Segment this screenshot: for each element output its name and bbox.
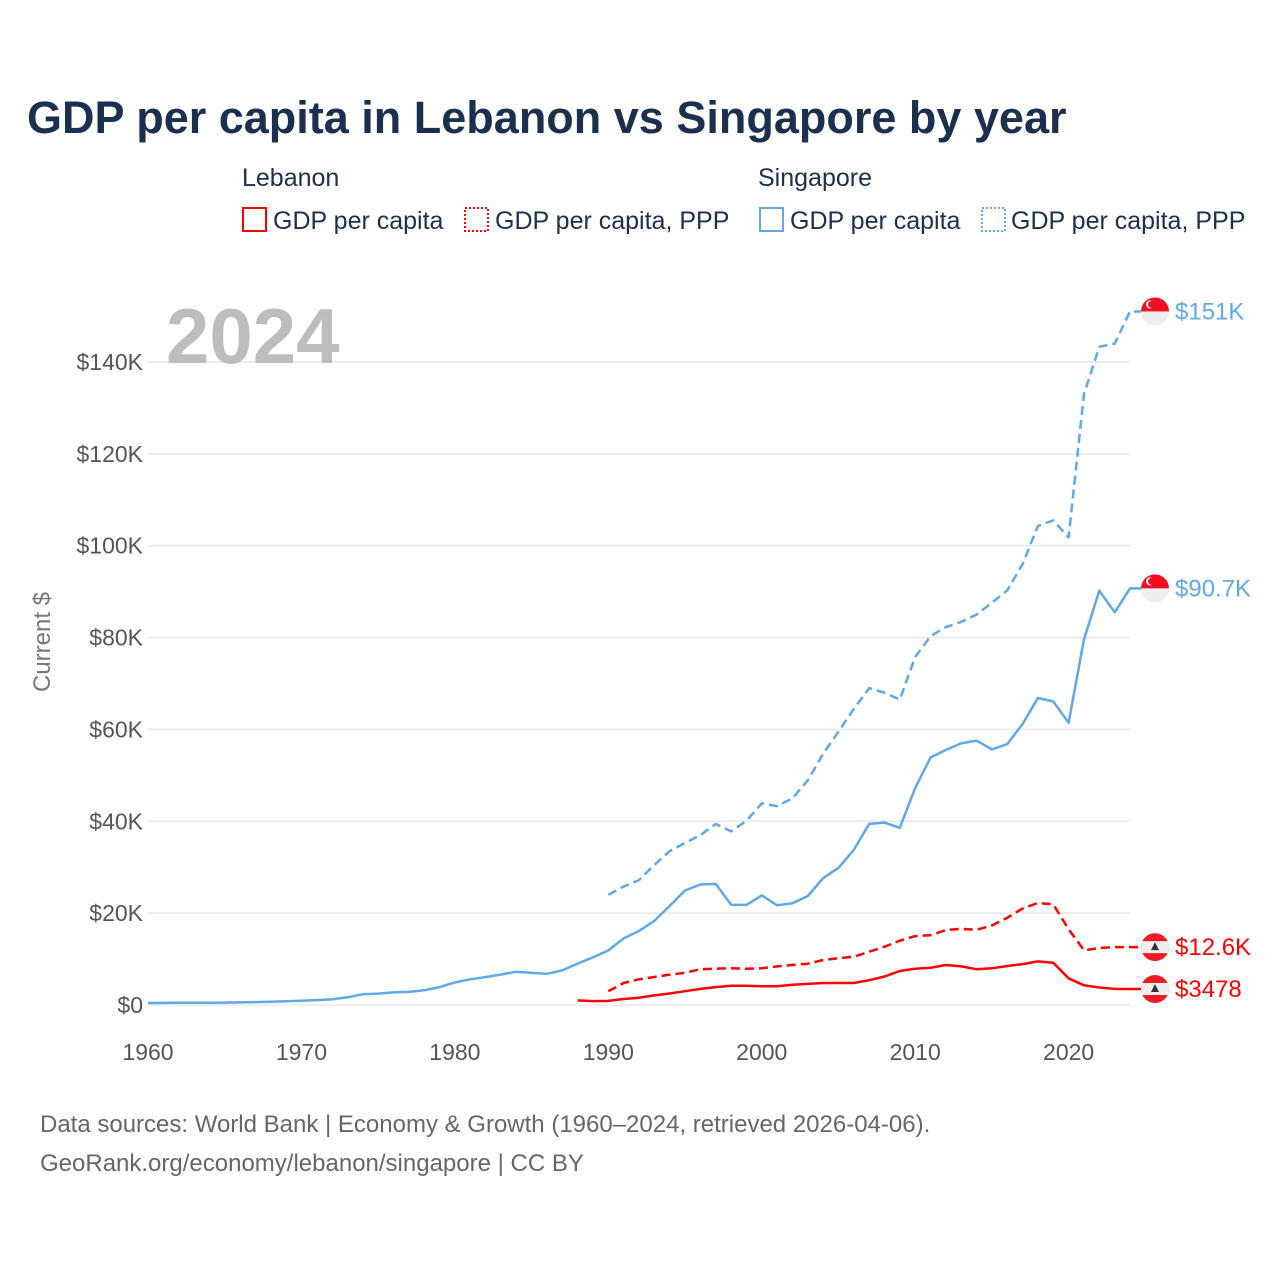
footer-link[interactable]: GeoRank.org/economy/lebanon/singapore | …: [40, 1150, 584, 1177]
y-axis-label: Current $: [29, 592, 56, 692]
y-tick-label: $140K: [76, 349, 143, 375]
series-line-lebanon-gdp-per-capita: [577, 960, 1142, 1003]
end-value-label: $151K: [1175, 298, 1244, 325]
legend: Lebanon GDP per capita GDP per capita, P…: [242, 164, 1245, 235]
y-tick-label: $120K: [76, 441, 143, 467]
y-axis: $0 $20K $40K $60K $80K $100K $120K $140K: [76, 349, 143, 1018]
y-tick-label: $40K: [89, 808, 143, 834]
x-tick-label: 1990: [583, 1039, 634, 1065]
y-tick-label: $0: [117, 992, 143, 1018]
footer-sources: Data sources: World Bank | Economy & Gro…: [40, 1111, 930, 1138]
gridlines: [148, 361, 1130, 1006]
end-value-label: $3478: [1175, 976, 1242, 1003]
chart-title: GDP per capita in Lebanon vs Singapore b…: [27, 92, 1066, 143]
y-tick-label: $60K: [89, 716, 143, 742]
x-tick-label: 2020: [1043, 1039, 1094, 1065]
legend-swatch-lebanon-gdp[interactable]: [242, 207, 267, 232]
y-tick-label: $100K: [76, 533, 143, 559]
series-line-singapore-gdp-per-capita-ppp: [607, 310, 1142, 896]
legend-group-lebanon: Lebanon: [242, 164, 339, 192]
end-markers: $151K $90.7K $12.6K $3478: [1141, 297, 1251, 1004]
end-value-label: $90.7K: [1175, 575, 1251, 602]
singapore-flag-icon: [1141, 297, 1169, 326]
x-axis: 1960 1970 1980 1990 2000 2010 2020: [122, 1039, 1094, 1065]
series-lines: [147, 310, 1142, 1005]
year-overlay: 2024: [166, 292, 340, 380]
x-tick-label: 1980: [429, 1039, 480, 1065]
y-tick-label: $20K: [89, 900, 143, 926]
legend-swatch-singapore-gdp[interactable]: [759, 207, 784, 232]
x-tick-label: 1970: [276, 1039, 327, 1065]
legend-label-singapore-gdp[interactable]: GDP per capita: [790, 207, 961, 235]
y-tick-label: $80K: [89, 625, 143, 651]
series-line-singapore-gdp-per-capita: [147, 587, 1142, 1005]
legend-label-lebanon-ppp[interactable]: GDP per capita, PPP: [495, 207, 729, 235]
end-value-label: $12.6K: [1175, 934, 1251, 961]
x-tick-label: 2000: [736, 1039, 787, 1065]
lebanon-flag-icon: [1141, 975, 1169, 1004]
legend-label-singapore-ppp[interactable]: GDP per capita, PPP: [1011, 207, 1245, 235]
x-tick-label: 1960: [122, 1039, 173, 1065]
legend-label-lebanon-gdp[interactable]: GDP per capita: [273, 207, 444, 235]
legend-group-singapore: Singapore: [758, 164, 872, 192]
legend-swatch-singapore-ppp[interactable]: [981, 207, 1006, 232]
series-line-lebanon-gdp-per-capita-ppp: [607, 901, 1142, 993]
legend-swatch-lebanon-ppp[interactable]: [464, 207, 489, 232]
x-tick-label: 2010: [890, 1039, 941, 1065]
singapore-flag-icon: [1141, 574, 1169, 603]
lebanon-flag-icon: [1141, 933, 1169, 962]
